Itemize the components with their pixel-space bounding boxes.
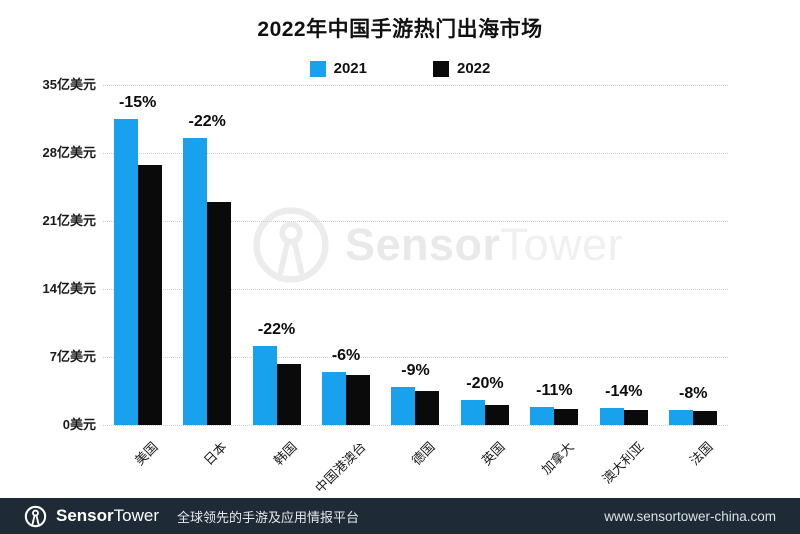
legend-item-2022: 2022 xyxy=(433,60,490,77)
bar-2022-日本 xyxy=(207,201,232,425)
y-tick-label-35: 35亿美元 xyxy=(42,77,96,92)
bar-group-英国: -20% 英国 xyxy=(460,85,509,468)
gridline-0 xyxy=(103,425,728,426)
change-label-德国: -9% xyxy=(401,362,430,380)
bar-2022-美国 xyxy=(137,164,162,425)
gridline-7 xyxy=(103,357,728,358)
bar-2021-中国港澳台 xyxy=(322,371,347,425)
y-tick-label-0: 0美元 xyxy=(62,417,96,432)
y-tick-label-21: 21亿美元 xyxy=(42,213,96,228)
gridline-28 xyxy=(103,153,728,154)
y-tick-label-28: 28亿美元 xyxy=(42,145,96,160)
change-label-法国: -8% xyxy=(679,385,708,403)
bar-2022-英国 xyxy=(484,404,509,425)
watermark: SensorTower xyxy=(251,205,623,285)
bar-2021-日本 xyxy=(183,138,208,425)
sensortower-logo-watermark xyxy=(253,207,329,283)
bar-group-加拿大: -11% 加拿大 xyxy=(530,85,579,477)
y-axis: 0美元 7亿美元 14亿美元 21亿美元 28亿美元 35亿美元 xyxy=(0,77,96,432)
legend-label-2022: 2022 xyxy=(457,60,491,77)
bar-group-韩国: -22% 韩国 xyxy=(252,85,301,468)
bar-2021-英国 xyxy=(460,399,485,425)
bar-group-美国: -15% 美国 xyxy=(113,85,162,468)
footer-bar: SensorTower 全球领先的手游及应用情报平台 www.sensortow… xyxy=(0,498,800,534)
change-label-澳大利亚: -14% xyxy=(605,382,643,400)
bar-2021-美国 xyxy=(113,119,138,425)
y-tick-label-14: 14亿美元 xyxy=(42,281,96,296)
bar-2022-韩国 xyxy=(276,363,301,425)
sensortower-logo-icon xyxy=(24,505,47,527)
y-tick-label-7: 7亿美元 xyxy=(49,349,96,364)
footer-tagline: 全球领先的手游及应用情报平台 xyxy=(177,509,360,525)
footer-brand: SensorTower xyxy=(24,505,159,528)
change-label-英国: -20% xyxy=(466,374,504,392)
change-label-韩国: -22% xyxy=(257,321,296,339)
legend-label-2021: 2021 xyxy=(333,60,367,77)
legend: 2021 2022 xyxy=(0,60,800,77)
bar-2021-法国 xyxy=(669,410,694,425)
watermark-text: SensorTower xyxy=(345,219,624,270)
change-label-中国港澳台: -6% xyxy=(331,346,361,364)
bar-2022-加拿大 xyxy=(554,408,579,425)
bar-2021-加拿大 xyxy=(530,406,555,425)
bar-group-法国: -8% 法国 xyxy=(669,85,718,468)
bar-2021-韩国 xyxy=(252,346,277,425)
bar-group-德国: -9% 德国 xyxy=(391,85,440,468)
bar-2022-澳大利亚 xyxy=(623,409,648,425)
legend-swatch-2022 xyxy=(433,60,449,77)
footer-brand-text: SensorTower xyxy=(56,506,159,525)
legend-item-2021: 2021 xyxy=(309,60,367,77)
change-label-加拿大: -11% xyxy=(536,381,573,399)
gridline-21 xyxy=(103,221,728,222)
bar-2022-德国 xyxy=(415,391,440,425)
plot-area: SensorTower -15% 美国 -22% 日本 -22% 韩国 -6% 中国港澳台 -9… xyxy=(103,85,728,496)
change-label-美国: -15% xyxy=(119,94,157,111)
bar-2022-中国港澳台 xyxy=(346,375,371,425)
legend-swatch-2021 xyxy=(309,60,326,77)
bar-2021-澳大利亚 xyxy=(599,407,624,425)
bar-group-澳大利亚: -14% 澳大利亚 xyxy=(599,85,648,487)
change-label-日本: -22% xyxy=(188,113,226,131)
bar-2022-法国 xyxy=(693,411,718,425)
gridline-14 xyxy=(103,289,728,290)
bars-row: -15% 美国 -22% 日本 -22% 韩国 -6% 中国港澳台 -9% 德国 -20% 英国 -11… xyxy=(103,85,728,496)
gridline-35 xyxy=(103,85,728,86)
chart-title: 2022年中国手游热门出海市场 xyxy=(257,18,543,41)
bar-2021-德国 xyxy=(391,387,416,425)
bar-group-中国港澳台: -6% 中国港澳台 xyxy=(312,85,371,496)
bar-group-日本: -22% 日本 xyxy=(183,85,232,468)
footer-url[interactable]: www.sensortower-china.com xyxy=(604,508,776,524)
